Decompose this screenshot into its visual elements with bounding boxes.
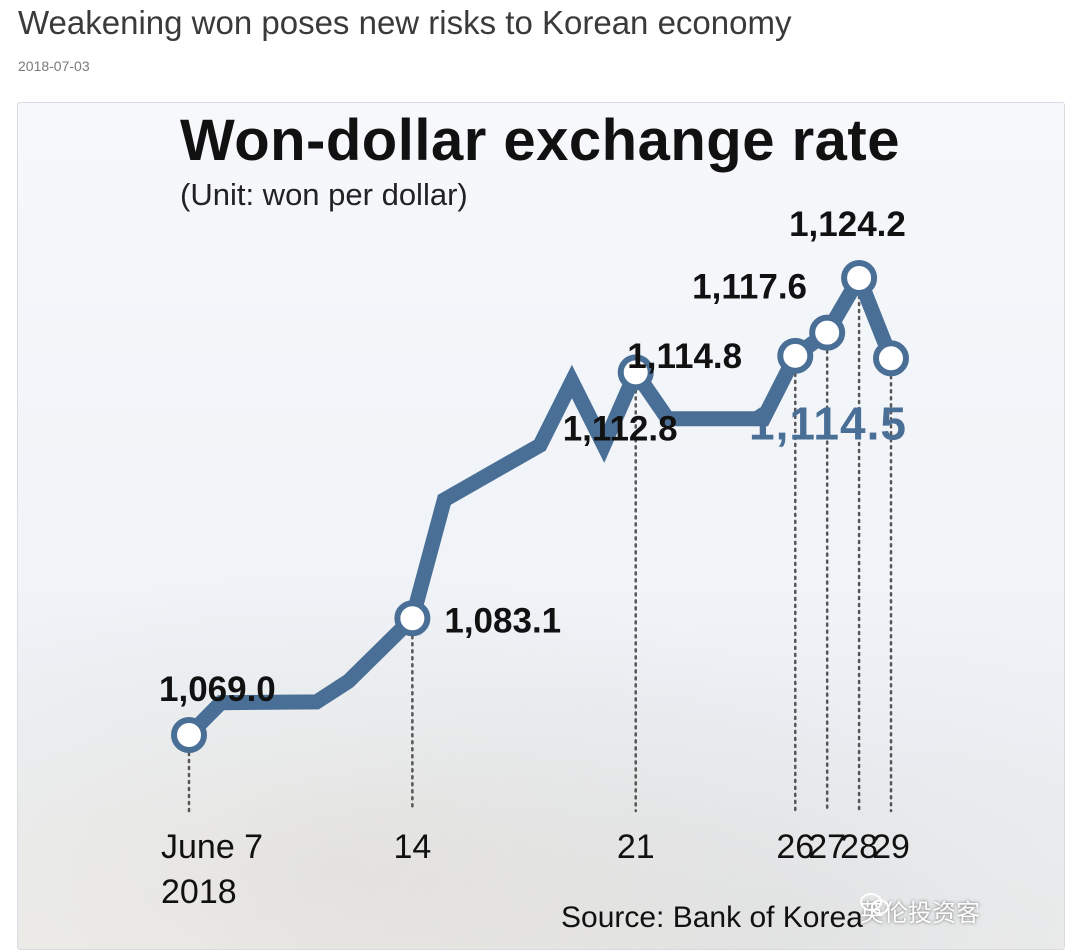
series-line: [183, 260, 898, 741]
wechat-icon: [860, 893, 889, 915]
data-point-marker: [394, 600, 431, 637]
data-point-marker: [777, 337, 814, 374]
data-label: 1,114.5: [749, 397, 907, 449]
data-label: 1,114.8: [627, 337, 742, 376]
data-point-marker: [841, 260, 878, 296]
data-point-marker: [809, 314, 846, 351]
chart-panel: 1,069.0 1,083.1 1,112.8 1,114.8 1,117.6 1,124…: [17, 102, 1065, 950]
data-point-marker: [873, 340, 909, 377]
data-point-marker: [617, 354, 654, 391]
chart-source: Source: Bank of Korea: [561, 901, 863, 934]
x-tick-label: 27: [808, 828, 846, 866]
chart-title: Won-dollar exchange rate: [180, 108, 900, 173]
data-label: 1,124.2: [789, 205, 906, 244]
exchange-rate-chart: 1,069.0 1,083.1 1,112.8 1,114.8 1,117.6 1,124…: [159, 205, 910, 911]
data-point-marker: [171, 717, 207, 753]
data-label: 1,117.6: [692, 268, 807, 307]
article-headline: Weakening won poses new risks to Korean …: [18, 4, 792, 41]
x-tick-label: 26: [776, 828, 814, 866]
x-tick-label: 21: [617, 828, 655, 866]
x-tick-label: 14: [393, 828, 431, 866]
article-date: 2018-07-03: [18, 58, 90, 74]
x-tick-label: June 7: [161, 828, 263, 866]
data-label: 1,069.0: [159, 670, 276, 709]
chart-subtitle: (Unit: won per dollar): [180, 177, 468, 212]
x-tick-year-label: 2018: [161, 873, 237, 911]
wechat-watermark: 英伦投资客: [860, 893, 980, 928]
x-tick-label: 28: [840, 828, 878, 866]
data-label: 1,083.1: [444, 601, 561, 640]
x-tick-label: 29: [872, 828, 910, 866]
data-label: 1,112.8: [563, 409, 678, 448]
